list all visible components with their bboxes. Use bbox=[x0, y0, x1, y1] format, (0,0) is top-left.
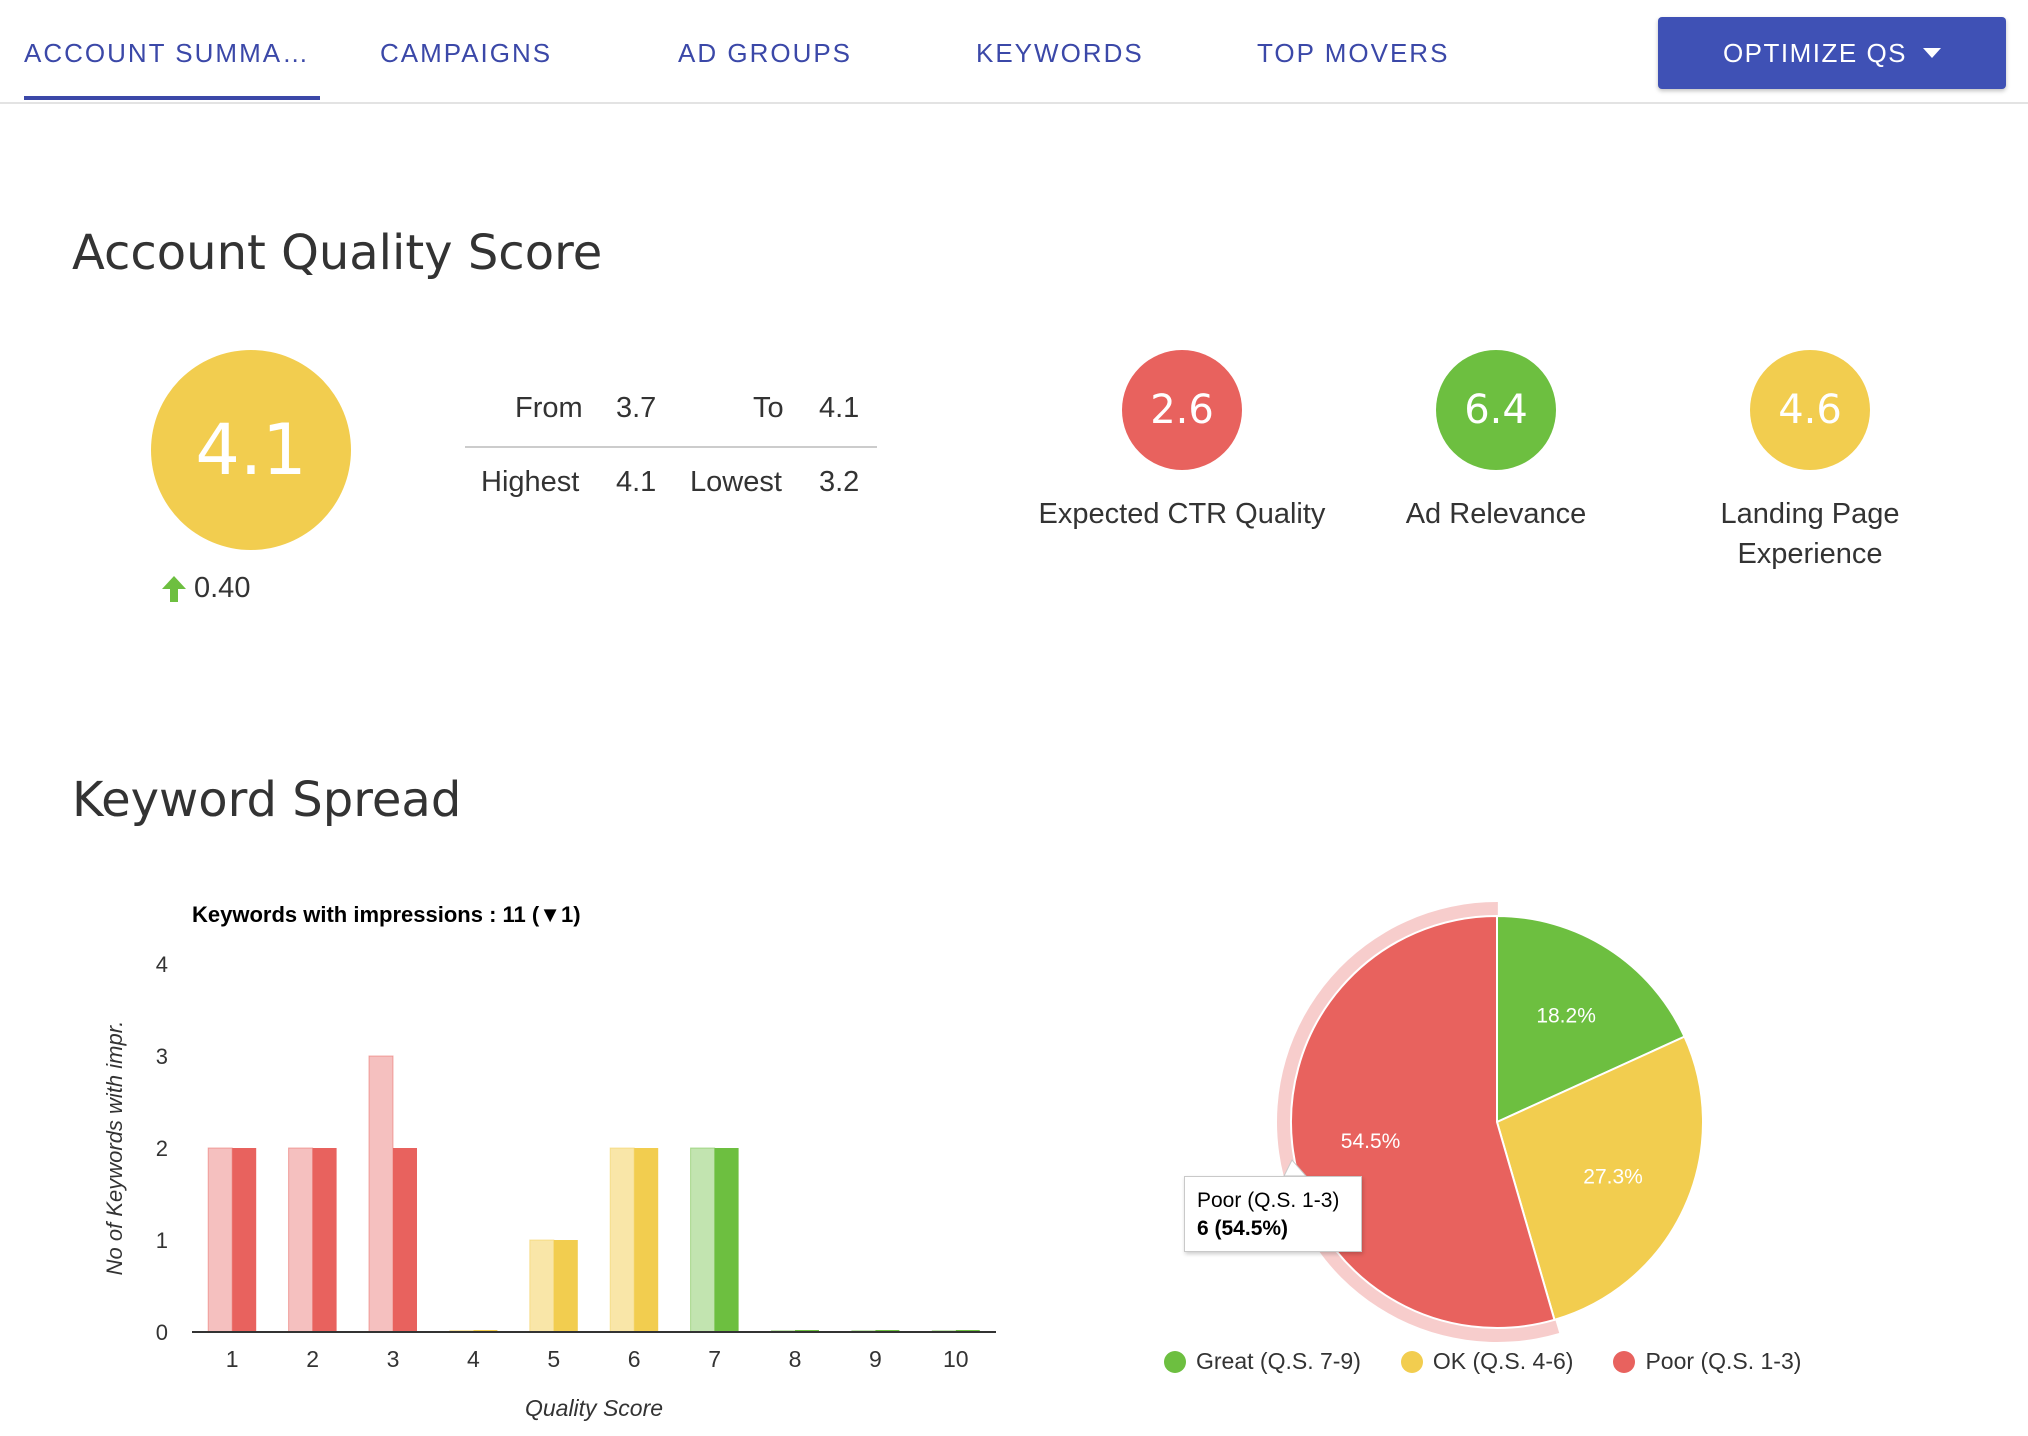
highest-value: 4.1 bbox=[616, 466, 657, 498]
tab-top-movers[interactable]: TOP MOVERS bbox=[1257, 38, 1450, 68]
x-tick-label: 1 bbox=[226, 1346, 239, 1372]
y-tick-label: 2 bbox=[156, 1136, 168, 1161]
metric-expected-ctr: 2.6 Expected CTR Quality bbox=[1032, 350, 1332, 534]
tab-account-summary[interactable]: ACCOUNT SUMMA… bbox=[24, 38, 311, 68]
account-quality-score-title: Account Quality Score bbox=[72, 225, 603, 281]
bar-current bbox=[634, 1148, 659, 1332]
metric-value: 6.4 bbox=[1464, 387, 1528, 433]
metric-label: Ad Relevance bbox=[1405, 498, 1587, 530]
y-tick-label: 3 bbox=[156, 1044, 168, 1069]
to-label: To bbox=[753, 392, 784, 424]
pie-slice bbox=[1495, 1035, 1704, 1322]
tooltip-value: 6 (54.5%) bbox=[1197, 1217, 1289, 1240]
lowest-label: Lowest bbox=[690, 466, 782, 498]
metric-circle: 4.6 bbox=[1750, 350, 1870, 470]
metric-label: Expected CTR Quality bbox=[1038, 498, 1326, 530]
x-tick-label: 3 bbox=[387, 1346, 400, 1372]
x-tick-label: 7 bbox=[708, 1346, 721, 1372]
optimize-qs-label: OPTIMIZE QS bbox=[1722, 37, 1908, 68]
tab-campaigns[interactable]: CAMPAIGNS bbox=[380, 38, 553, 68]
quality-score-circle: 4.1 bbox=[151, 350, 351, 550]
legend-item-poor[interactable]: Poor (Q.S. 1-3) bbox=[1613, 1348, 1801, 1375]
metric-circle: 2.6 bbox=[1122, 350, 1242, 470]
x-axis-label: Quality Score bbox=[525, 1395, 663, 1421]
bar-previous bbox=[207, 1147, 233, 1333]
pie-slice-label: 54.5% bbox=[1341, 1130, 1401, 1153]
stats-divider bbox=[465, 446, 877, 448]
lowest-value: 3.2 bbox=[819, 466, 860, 498]
keyword-spread-title: Keyword Spread bbox=[72, 772, 462, 828]
x-tick-label: 4 bbox=[467, 1346, 480, 1372]
x-tick-label: 10 bbox=[943, 1346, 969, 1372]
metric-ad-relevance: 6.4 Ad Relevance bbox=[1346, 350, 1646, 534]
metric-circle: 6.4 bbox=[1436, 350, 1556, 470]
from-value: 3.7 bbox=[616, 392, 657, 424]
metric-landing-page-experience: 4.6 Landing Page Experience bbox=[1660, 350, 1960, 574]
arrow-up-icon bbox=[162, 575, 186, 602]
bar-current bbox=[714, 1148, 739, 1332]
legend-label: Great (Q.S. 7-9) bbox=[1196, 1348, 1361, 1374]
stats-row-high-low: Highest 4.1 Lowest 3.2 bbox=[465, 454, 877, 518]
bar-current bbox=[232, 1148, 257, 1332]
bar-previous bbox=[288, 1147, 314, 1333]
pie-legend: Great (Q.S. 7-9) OK (Q.S. 4-6) Poor (Q.S… bbox=[1164, 1348, 1801, 1375]
x-tick-label: 2 bbox=[306, 1346, 319, 1372]
legend-item-great[interactable]: Great (Q.S. 7-9) bbox=[1164, 1348, 1361, 1375]
legend-label: OK (Q.S. 4-6) bbox=[1432, 1348, 1574, 1374]
pie-tooltip: Poor (Q.S. 1-3) 6 (54.5%) bbox=[1184, 1176, 1362, 1252]
active-tab-indicator bbox=[24, 96, 320, 100]
keyword-bar-chart: Keywords with impressions : 11 (▼1) 0 1 2 3 4… bbox=[102, 902, 996, 1421]
legend-dot bbox=[1400, 1350, 1423, 1373]
from-label: From bbox=[515, 392, 583, 424]
tab-keywords[interactable]: KEYWORDS bbox=[976, 38, 1144, 68]
metric-label-line: Experience bbox=[1737, 538, 1883, 570]
metric-value: 4.6 bbox=[1778, 387, 1842, 433]
caret-down-icon bbox=[1923, 48, 1942, 58]
bar-previous bbox=[690, 1147, 716, 1333]
x-tick-label: 6 bbox=[628, 1346, 641, 1372]
bar-previous bbox=[368, 1055, 394, 1333]
highest-label: Highest bbox=[481, 466, 580, 498]
bar-chart-title: Keywords with impressions : 11 (▼1) bbox=[192, 902, 581, 927]
legend-dot bbox=[1164, 1350, 1186, 1373]
x-tick-label: 5 bbox=[547, 1346, 560, 1372]
x-tick-label: 8 bbox=[789, 1346, 802, 1372]
legend-dot bbox=[1613, 1350, 1636, 1373]
metric-value: 2.6 bbox=[1150, 387, 1214, 433]
top-nav-bar: ACCOUNT SUMMA… CAMPAIGNS AD GROUPS KEYWO… bbox=[0, 0, 2028, 104]
optimize-qs-button[interactable]: OPTIMIZE QS bbox=[1658, 17, 2006, 89]
quality-score-value: 4.1 bbox=[195, 409, 307, 491]
metric-label: Landing Page Experience bbox=[1660, 494, 1960, 574]
bar-current bbox=[553, 1240, 578, 1332]
y-tick-label: 4 bbox=[156, 952, 168, 977]
tooltip-title: Poor (Q.S. 1-3) bbox=[1197, 1189, 1340, 1212]
pie-slice bbox=[1496, 914, 1686, 1124]
x-tick-label: 9 bbox=[869, 1346, 882, 1372]
score-range-table: From 3.7 To 4.1 Highest 4.1 Lowest 3.2 bbox=[465, 380, 877, 518]
bar-current bbox=[393, 1148, 417, 1332]
y-tick-label: 0 bbox=[156, 1320, 168, 1345]
y-tick-label: 1 bbox=[156, 1228, 168, 1253]
y-axis-label: No of Keywords with impr. bbox=[102, 1021, 127, 1276]
tab-ad-groups[interactable]: AD GROUPS bbox=[678, 38, 853, 68]
bar-current bbox=[312, 1148, 337, 1332]
stats-row-from-to: From 3.7 To 4.1 bbox=[465, 380, 877, 444]
legend-label: Poor (Q.S. 1-3) bbox=[1645, 1348, 1802, 1374]
legend-item-ok[interactable]: OK (Q.S. 4-6) bbox=[1400, 1348, 1574, 1375]
delta-value: 0.40 bbox=[194, 572, 251, 604]
quality-score-delta: 0.40 bbox=[160, 572, 250, 605]
to-value: 4.1 bbox=[819, 392, 860, 424]
metric-label-line: Landing Page bbox=[1720, 498, 1900, 530]
pie-slice-label: 18.2% bbox=[1536, 1005, 1596, 1028]
pie-slice-label: 27.3% bbox=[1583, 1165, 1643, 1188]
